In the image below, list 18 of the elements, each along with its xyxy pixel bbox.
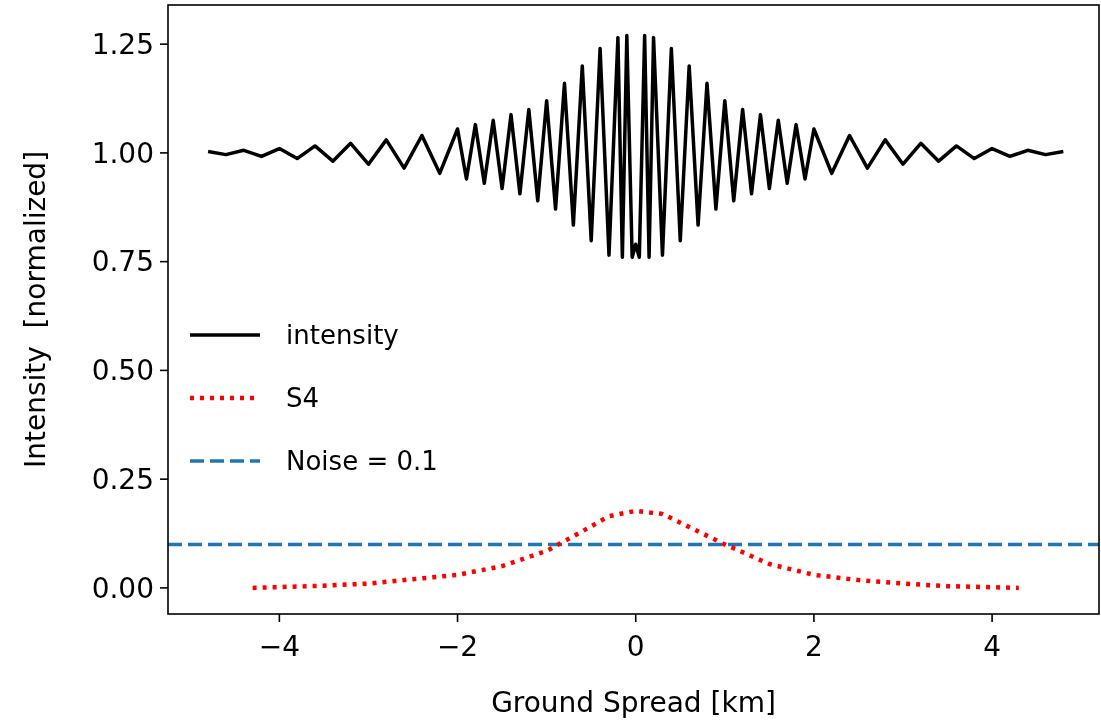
legend-label: S4 — [286, 383, 320, 414]
y-tick-label: 1.00 — [91, 136, 154, 170]
line-series — [206, 33, 1066, 260]
x-axis-title: Ground Spread [km] — [491, 686, 776, 719]
x-tick-label: 0 — [626, 630, 645, 663]
line-series — [250, 508, 1022, 591]
y-tick-label: 0.00 — [91, 571, 154, 605]
x-tick-label: 2 — [805, 630, 823, 663]
y-tick-label: 1.25 — [91, 27, 154, 61]
x-tick-label: −4 — [258, 630, 300, 663]
y-tick-label: 0.75 — [91, 245, 154, 279]
y-tick-label: 0.50 — [91, 354, 154, 388]
legend-label: Noise = 0.1 — [286, 446, 438, 477]
x-tick-label: 4 — [983, 630, 1001, 663]
y-tick-label: 0.25 — [91, 462, 154, 496]
legend-label: intensity — [286, 320, 399, 351]
y-axis-title: Intensity [normalized] — [19, 150, 52, 469]
x-tick-label: −2 — [436, 630, 479, 663]
